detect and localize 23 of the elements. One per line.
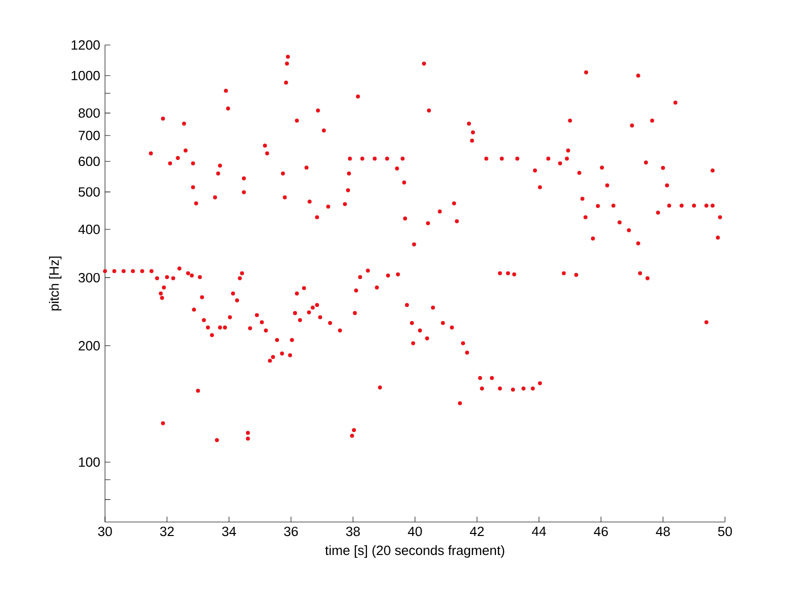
x-tick-label: 50 (718, 526, 732, 536)
y-tick-label: 1200 (72, 40, 100, 50)
y-tick-label: 200 (78, 341, 100, 350)
x-tick-label: 34 (222, 526, 236, 536)
x-tick-label: 32 (160, 526, 174, 536)
y-tick-label: 400 (78, 224, 100, 234)
x-axis-title: time [s] (20 seconds fragment) (325, 545, 504, 558)
x-tick-label: 48 (656, 526, 670, 536)
y-tick-label: 1000 (72, 70, 100, 80)
y-tick-label: 500 (78, 187, 100, 197)
x-tick-label: 30 (98, 526, 112, 536)
x-tick-label: 40 (408, 526, 422, 536)
y-axis-title: pitch [Hz] (49, 256, 62, 310)
x-tick-label: 44 (532, 526, 546, 536)
x-tick-label: 46 (594, 526, 608, 536)
y-tick-label: 700 (78, 130, 100, 140)
x-tick-label: 36 (284, 526, 298, 536)
y-tick-label: 300 (78, 272, 100, 282)
x-tick-label: 42 (470, 526, 484, 536)
y-tick-label: 600 (78, 156, 100, 166)
x-tick-label: 38 (346, 526, 360, 536)
y-tick-label: 100 (79, 457, 100, 467)
y-tick-label: 800 (78, 108, 100, 118)
